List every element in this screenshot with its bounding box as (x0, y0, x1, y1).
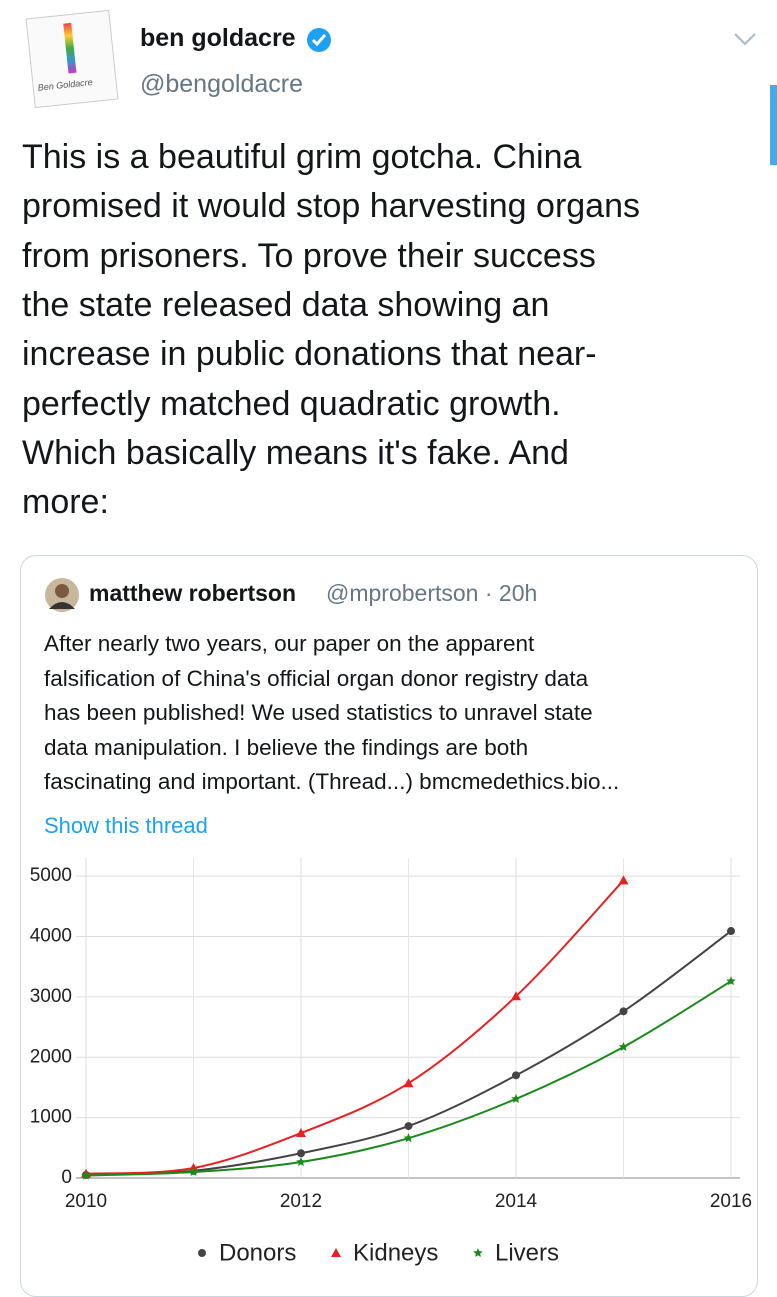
tweet-text-line: from prisoners. To prove their success (22, 236, 596, 275)
series-line (85, 879, 625, 1175)
author-handle[interactable]: @bengoldacre (140, 70, 303, 98)
quote-handle-time[interactable]: @mprobertson · 20h (326, 580, 538, 606)
tweet-text-line: This is a beautiful grim gotcha. China (22, 138, 582, 176)
data-point (404, 1122, 413, 1131)
data-point (81, 1170, 91, 1180)
avatar-art (63, 22, 77, 74)
data-point (618, 875, 629, 885)
author-name[interactable]: ben goldacre (140, 24, 296, 52)
show-thread-link[interactable]: Show this thread (44, 813, 208, 838)
quote-text-line: data manipulation. I believe the finding… (44, 734, 529, 760)
y-tick-label: 4000 (30, 926, 72, 947)
tweet-text-line: promised it would stop harvesting organs (22, 187, 640, 226)
data-point (727, 927, 735, 936)
data-point (619, 1007, 628, 1016)
data-point (297, 1149, 305, 1158)
quote-avatar (45, 578, 79, 612)
x-tick-label: 2012 (280, 1191, 322, 1212)
x-tick-label: 2014 (495, 1191, 538, 1212)
plot-area (81, 875, 736, 1180)
y-tick-label: 0 (61, 1167, 72, 1188)
data-point (403, 1133, 414, 1143)
data-point (403, 1078, 414, 1088)
tweet-text-line: increase in public donations that near- (22, 335, 597, 374)
data-point (511, 1093, 521, 1103)
data-point (512, 1071, 520, 1080)
legend-marker (331, 1248, 341, 1257)
y-tick-label: 2000 (30, 1046, 72, 1067)
legend-label: Donors (219, 1239, 296, 1266)
y-tick-label: 5000 (30, 865, 72, 886)
data-point (188, 1166, 199, 1177)
scroll-indicator (770, 85, 777, 165)
tweet-text-line: more: (22, 483, 109, 522)
data-point (726, 976, 736, 986)
data-point (296, 1157, 306, 1167)
avatar[interactable]: Ben Goldacre (25, 9, 119, 109)
menu-chevron[interactable] (732, 30, 758, 48)
quote-text-line: After nearly two years, our paper on the… (44, 631, 535, 656)
tweet-text-line: the state released data showing an (22, 285, 550, 324)
quote-text-line: falsification of China's official organ … (44, 665, 589, 691)
legend-marker (198, 1249, 206, 1257)
legend-label: Livers (495, 1239, 559, 1266)
x-tick-label: 2016 (710, 1191, 752, 1212)
quote-text-line: fascinating and important. (Thread...) b… (44, 769, 620, 795)
tweet-text-line: perfectly matched quadratic growth. (22, 384, 561, 423)
quote-text-line: has been published! We used statistics t… (44, 700, 593, 726)
data-point (511, 991, 521, 1001)
y-tick-label: 3000 (30, 986, 72, 1007)
data-point (296, 1128, 306, 1138)
verified-badge (307, 28, 331, 52)
x-tick-label: 2010 (65, 1191, 107, 1212)
quote-author-name[interactable]: matthew robertson (89, 580, 297, 606)
chart: 0 1000 2000 3000 4000 5000 2010 2012 2014 2016 Don… (30, 858, 752, 1266)
avatar-label: Ben Goldacre (37, 77, 94, 93)
y-tick-label: 1000 (30, 1107, 72, 1128)
legend-label: Kidneys (353, 1239, 438, 1266)
data-point (618, 1041, 629, 1052)
legend-marker (473, 1248, 483, 1258)
tweet-text-line: Which basically means it's fake. And (22, 433, 569, 472)
